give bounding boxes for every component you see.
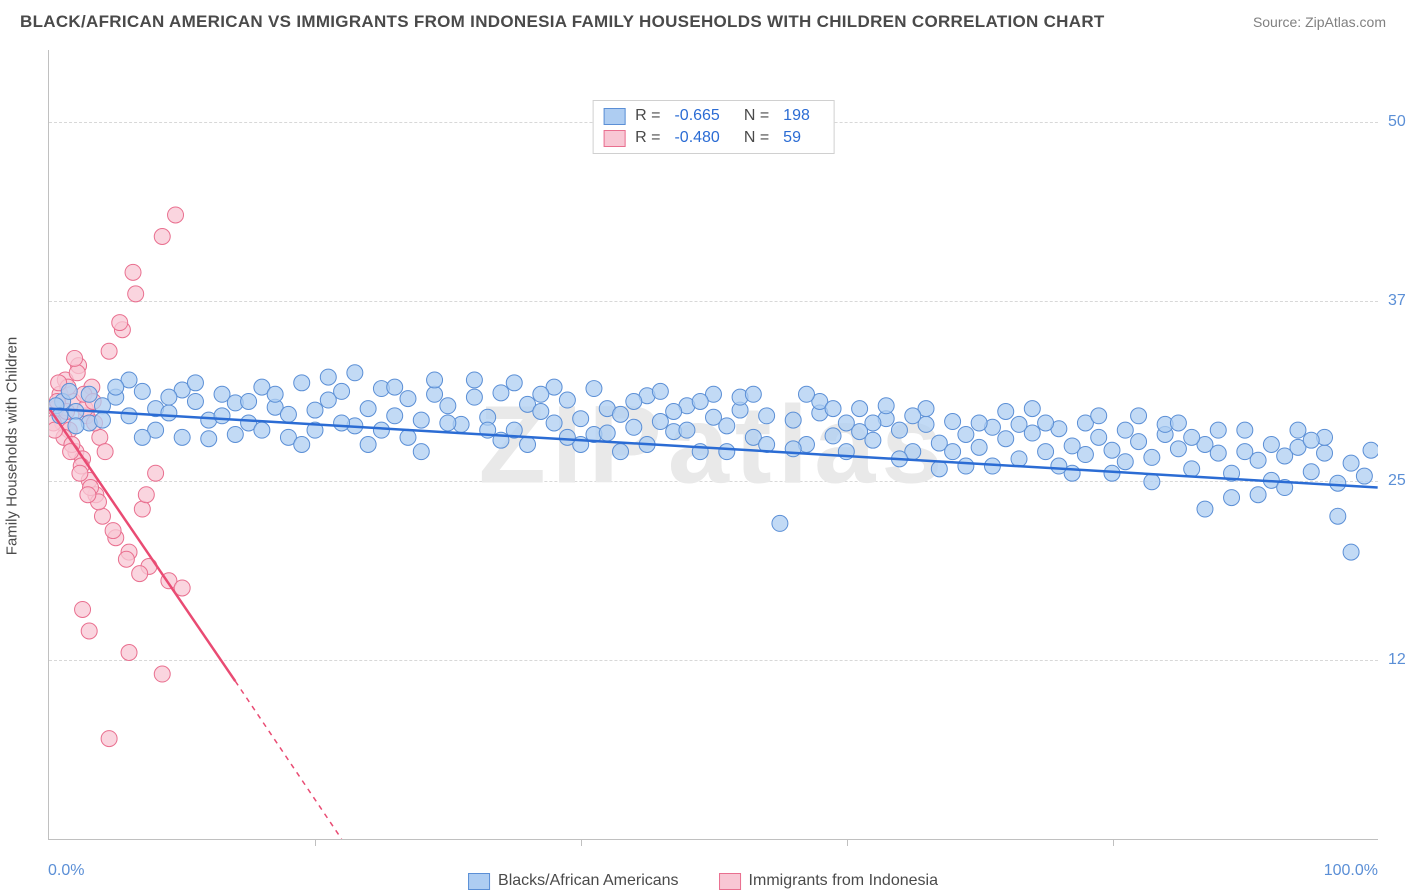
x-axis-left-label: 0.0%: [48, 862, 84, 880]
y-tick-label: 25.0%: [1388, 472, 1406, 490]
stat-r-label-b: R =: [635, 129, 660, 147]
legend-swatch-b: [719, 873, 741, 890]
stat-r-value-b: -0.480: [674, 129, 719, 147]
stat-r-value-a: -0.665: [674, 107, 719, 125]
stat-r-label-a: R =: [635, 107, 660, 125]
y-axis-label: Family Households with Children: [4, 337, 21, 555]
bottom-legend: Blacks/African Americans Immigrants from…: [468, 872, 938, 890]
stat-n-value-a: 198: [783, 107, 810, 125]
legend-label-b: Immigrants from Indonesia: [749, 872, 938, 890]
scatter-plot-svg: [49, 50, 1378, 839]
stat-n-label-b: N =: [744, 129, 769, 147]
y-tick-label: 50.0%: [1388, 113, 1406, 131]
swatch-series-b: [603, 130, 625, 147]
swatch-series-a: [603, 108, 625, 125]
y-tick-label: 37.5%: [1388, 292, 1406, 310]
chart-plot-area: ZIPatlas 12.5%25.0%37.5%50.0% R = -0.665…: [48, 50, 1378, 840]
stat-n-label-a: N =: [744, 107, 769, 125]
y-tick-label: 12.5%: [1388, 651, 1406, 669]
chart-title: BLACK/AFRICAN AMERICAN VS IMMIGRANTS FRO…: [20, 12, 1105, 32]
legend-label-a: Blacks/African Americans: [498, 872, 679, 890]
legend-item-series-a: Blacks/African Americans: [468, 872, 679, 890]
legend-swatch-a: [468, 873, 490, 890]
stats-row-series-a: R = -0.665 N = 198: [603, 105, 824, 127]
stats-row-series-b: R = -0.480 N = 59: [603, 127, 824, 149]
stat-n-value-b: 59: [783, 129, 801, 147]
x-axis-right-label: 100.0%: [1324, 862, 1378, 880]
legend-item-series-b: Immigrants from Indonesia: [719, 872, 938, 890]
source-attribution: Source: ZipAtlas.com: [1253, 14, 1386, 30]
stats-legend-box: R = -0.665 N = 198 R = -0.480 N = 59: [592, 100, 835, 154]
